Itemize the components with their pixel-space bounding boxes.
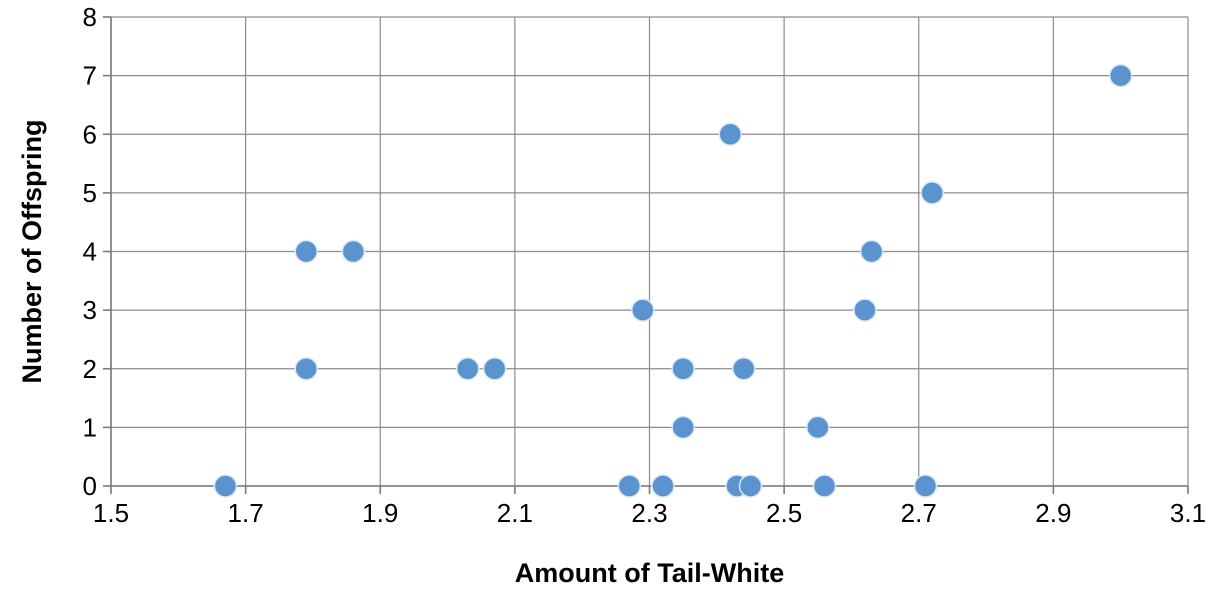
data-points: [213, 63, 1133, 498]
plot-area: [103, 16, 1189, 494]
y-tick-label: 3: [83, 295, 97, 325]
data-point: [456, 357, 480, 381]
data-point: [731, 357, 756, 381]
x-tick-label: 2.3: [631, 498, 667, 528]
x-tick-label: 3.1: [1170, 498, 1206, 528]
data-point: [920, 181, 944, 205]
data-point: [213, 474, 238, 498]
x-tick-label: 2.7: [901, 498, 937, 528]
data-point: [651, 474, 675, 498]
y-axis-tick-labels: 0 1 2 3 4 5 6 7 8: [83, 2, 97, 501]
x-tick-label: 2.9: [1035, 498, 1071, 528]
x-tick-label: 1.5: [93, 498, 129, 528]
data-point: [812, 474, 837, 498]
x-axis-tick-labels: 1.5 1.7 1.9 2.1 2.3 2.5 2.7 2.9 3.1: [93, 498, 1206, 528]
y-tick-label: 2: [83, 354, 97, 384]
y-tick-label: 0: [83, 471, 97, 501]
data-point: [294, 239, 318, 264]
data-point: [913, 474, 938, 498]
data-point: [738, 474, 763, 498]
data-point: [341, 239, 366, 264]
data-point: [718, 122, 743, 146]
x-tick-label: 1.7: [228, 498, 264, 528]
y-tick-label: 4: [83, 237, 97, 267]
x-axis-title: Amount of Tail-White: [515, 558, 784, 588]
data-point: [482, 357, 507, 381]
data-point: [1108, 63, 1133, 88]
y-tick-label: 1: [83, 412, 97, 442]
y-tick-label: 5: [83, 178, 97, 208]
x-tick-label: 1.9: [362, 498, 398, 528]
y-tick-label: 6: [83, 119, 97, 149]
x-tick-label: 2.5: [766, 498, 802, 528]
data-point: [294, 357, 318, 381]
data-point: [671, 415, 695, 440]
data-point: [806, 415, 830, 440]
data-point: [859, 239, 884, 264]
y-tick-label: 7: [83, 61, 97, 91]
y-axis-title: Number of Offspring: [17, 120, 47, 384]
data-point: [853, 298, 877, 322]
gridlines: [110, 16, 1189, 487]
x-tick-label: 2.1: [497, 498, 533, 528]
data-point: [631, 298, 655, 322]
data-point: [671, 357, 695, 381]
y-tick-label: 8: [83, 2, 97, 32]
data-point: [617, 474, 642, 498]
